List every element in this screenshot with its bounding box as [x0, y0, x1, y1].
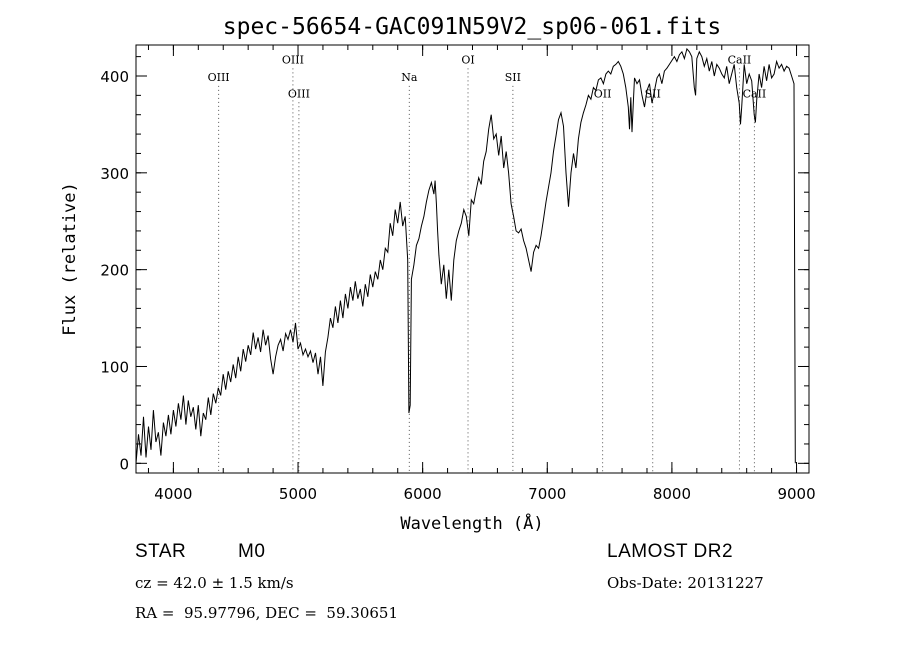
annotation-label: OIII: [282, 53, 304, 66]
annotation-label: Na: [401, 71, 418, 84]
annotation-label: OIII: [208, 71, 230, 84]
axes: [135, 44, 810, 474]
annotation-label: OIII: [288, 87, 310, 100]
annotation-label: CaII: [728, 53, 752, 66]
line-annotations: OIII OIII OIII Na OI SII OII SII CaII CaII: [208, 53, 767, 473]
ticks: [136, 45, 809, 473]
y-tick-label: 0: [119, 455, 129, 473]
y-tick-label: 400: [100, 68, 129, 86]
x-tick-label: 6000: [404, 485, 442, 503]
x-tick-label: 4000: [154, 485, 192, 503]
x-tick-label: 5000: [279, 485, 317, 503]
x-tick-label: 8000: [653, 485, 691, 503]
annotation-label: SII: [505, 71, 521, 84]
spectrum-series-line: [135, 47, 796, 464]
coordinates: RA = 95.97796, DEC = 59.30651: [135, 604, 399, 622]
y-axis-label: Flux (relative): [60, 182, 80, 336]
chart-title: spec-56654-GAC091N59V2_sp06-061.fits: [223, 14, 722, 40]
redshift-info: cz = 42.0 ± 1.5 km/s: [135, 574, 294, 592]
survey-name: LAMOST DR2: [607, 541, 734, 562]
x-tick-label: 9000: [777, 485, 815, 503]
x-axis-label: Wavelength (Å): [400, 512, 543, 534]
object-class: STAR: [135, 541, 187, 562]
tick-labels: 4000 5000 6000 7000 8000 9000 0 100 200 300 400: [100, 68, 815, 503]
object-subclass: M0: [238, 541, 266, 562]
y-tick-label: 200: [100, 262, 129, 280]
y-tick-label: 100: [100, 358, 129, 376]
annotation-label: SII: [645, 87, 661, 100]
plot-frame: [135, 44, 810, 474]
y-tick-label: 300: [100, 165, 129, 183]
annotation-label: OI: [461, 53, 474, 66]
obs-date: Obs-Date: 20131227: [607, 574, 764, 592]
x-tick-label: 7000: [528, 485, 566, 503]
annotation-label: CaII: [743, 87, 767, 100]
annotation-label: OII: [594, 87, 612, 100]
